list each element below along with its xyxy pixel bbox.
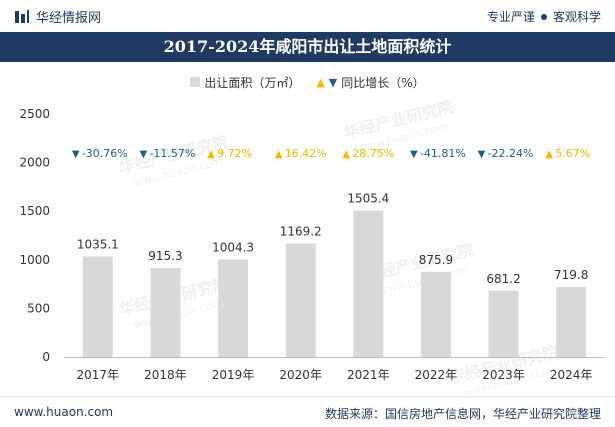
title-bar: 2017-2024年咸阳市出让土地面积统计 <box>0 32 615 62</box>
triangle-down-icon: ▼ <box>139 149 147 160</box>
legend-label-growth: 同比增长（%） <box>341 75 425 90</box>
footer-source: 数据来源：国信房地产信息网，华经产业研究院整理 <box>324 407 601 421</box>
bar[interactable] <box>353 210 384 357</box>
growth-label: ▼ -11.57% <box>139 147 195 160</box>
growth-value: 28.75% <box>352 147 394 160</box>
growth-value: 5.67% <box>555 147 590 160</box>
growth-value: 9.72% <box>217 147 252 160</box>
bar-value-label: 719.8 <box>554 268 588 282</box>
growth-label: ▲ 5.67% <box>545 147 590 160</box>
bar[interactable] <box>488 290 519 357</box>
footer: www.huaon.com 数据来源：国信房地产信息网，华经产业研究院整理 <box>0 396 615 427</box>
triangle-down-icon: ▼ <box>72 149 80 160</box>
bar-value-label: 915.3 <box>148 249 182 263</box>
x-tick-label: 2024年 <box>550 368 593 382</box>
y-tick-label: 1500 <box>19 204 50 218</box>
y-axis: 0 500 1000 1500 2000 2500 <box>19 107 605 364</box>
triangle-up-icon: ▲ <box>545 149 553 160</box>
header-bar: 华经情报网 专业严谨 客观科学 <box>0 0 615 32</box>
data-labels: 1035.1 915.3 1004.3 1169.2 1505.4 875.9 681.2 7… <box>77 192 589 286</box>
growth-value: -11.57% <box>149 147 195 160</box>
tagline: 专业严谨 客观科学 <box>487 8 601 25</box>
bar-value-label: 1004.3 <box>212 240 254 254</box>
growth-label: ▼ -22.24% <box>478 147 534 160</box>
growth-label: ▼ -30.76% <box>72 147 128 160</box>
bar[interactable] <box>82 256 113 357</box>
y-tick-label: 500 <box>27 301 50 315</box>
legend: 出让面积（万㎡） ▲ ▼ 同比增长（%） <box>0 72 615 92</box>
growth-value: -30.76% <box>82 147 128 160</box>
bar-value-label: 1169.2 <box>280 224 322 238</box>
triangle-down-icon: ▼ <box>410 149 418 160</box>
footer-url[interactable]: www.huaon.com <box>14 405 114 419</box>
growth-label: ▲ 28.75% <box>342 147 394 160</box>
legend-item-area: 出让面积（万㎡） <box>190 74 300 91</box>
y-tick-label: 2500 <box>19 107 50 121</box>
bar-value-label: 875.9 <box>419 253 453 267</box>
triangle-up-icon: ▲ <box>342 149 350 160</box>
growth-label: ▲ 16.42% <box>275 147 327 160</box>
tagline-right: 客观科学 <box>552 10 601 24</box>
bar[interactable] <box>150 268 181 357</box>
growth-value: 16.42% <box>285 147 327 160</box>
x-tick-label: 2021年 <box>347 368 390 382</box>
tagline-left: 专业严谨 <box>486 10 535 24</box>
x-tick-label: 2019年 <box>212 368 255 382</box>
triangle-down-icon: ▼ <box>478 149 486 160</box>
bar-value-label: 681.2 <box>486 272 520 286</box>
x-tick-label: 2018年 <box>144 368 187 382</box>
bar-value-label: 1505.4 <box>347 192 389 206</box>
x-tick-label: 2020年 <box>279 368 322 382</box>
y-tick-label: 2000 <box>19 156 50 170</box>
legend-label-area: 出让面积（万㎡） <box>204 75 301 90</box>
bar-value-label: 1035.1 <box>77 237 119 251</box>
growth-value: -41.81% <box>420 147 466 160</box>
brand-name: 华经情报网 <box>36 11 102 26</box>
growth-label: ▼ -41.81% <box>410 147 466 160</box>
x-axis-labels: 2017年 2018年 2019年 2020年 2021年 2022年 2023年 2024年 <box>77 368 593 382</box>
chart-title: 2017-2024年咸阳市出让土地面积统计 <box>163 37 452 56</box>
bar-series <box>82 210 587 357</box>
triangle-up-icon: ▲ <box>275 149 283 160</box>
growth-label: ▲ 9.72% <box>207 147 252 160</box>
legend-item-growth: ▲ ▼ 同比增长（%） <box>316 74 424 91</box>
growth-labels: ▼ -30.76% ▼ -11.57% ▲ 9.72% ▲ 16.42% ▲ 28.75% ▼ -41… <box>72 147 590 160</box>
x-tick-label: 2022年 <box>415 368 458 382</box>
triangle-up-icon: ▲ <box>207 149 215 160</box>
x-tick-label: 2017年 <box>77 368 120 382</box>
y-tick-label: 0 <box>42 350 50 364</box>
bar[interactable] <box>420 271 451 357</box>
x-tick-label: 2023年 <box>482 368 525 382</box>
bar[interactable] <box>218 259 249 357</box>
bar[interactable] <box>556 287 587 357</box>
dot-icon <box>540 13 547 20</box>
triangle-down-icon: ▼ <box>328 75 338 89</box>
brand[interactable]: 华经情报网 <box>14 7 101 26</box>
y-tick-label: 1000 <box>19 253 50 267</box>
growth-value: -22.24% <box>488 147 534 160</box>
logo-icon <box>15 9 29 23</box>
legend-swatch-bar <box>190 77 201 87</box>
triangle-up-icon: ▲ <box>316 75 325 89</box>
bar[interactable] <box>285 243 316 357</box>
